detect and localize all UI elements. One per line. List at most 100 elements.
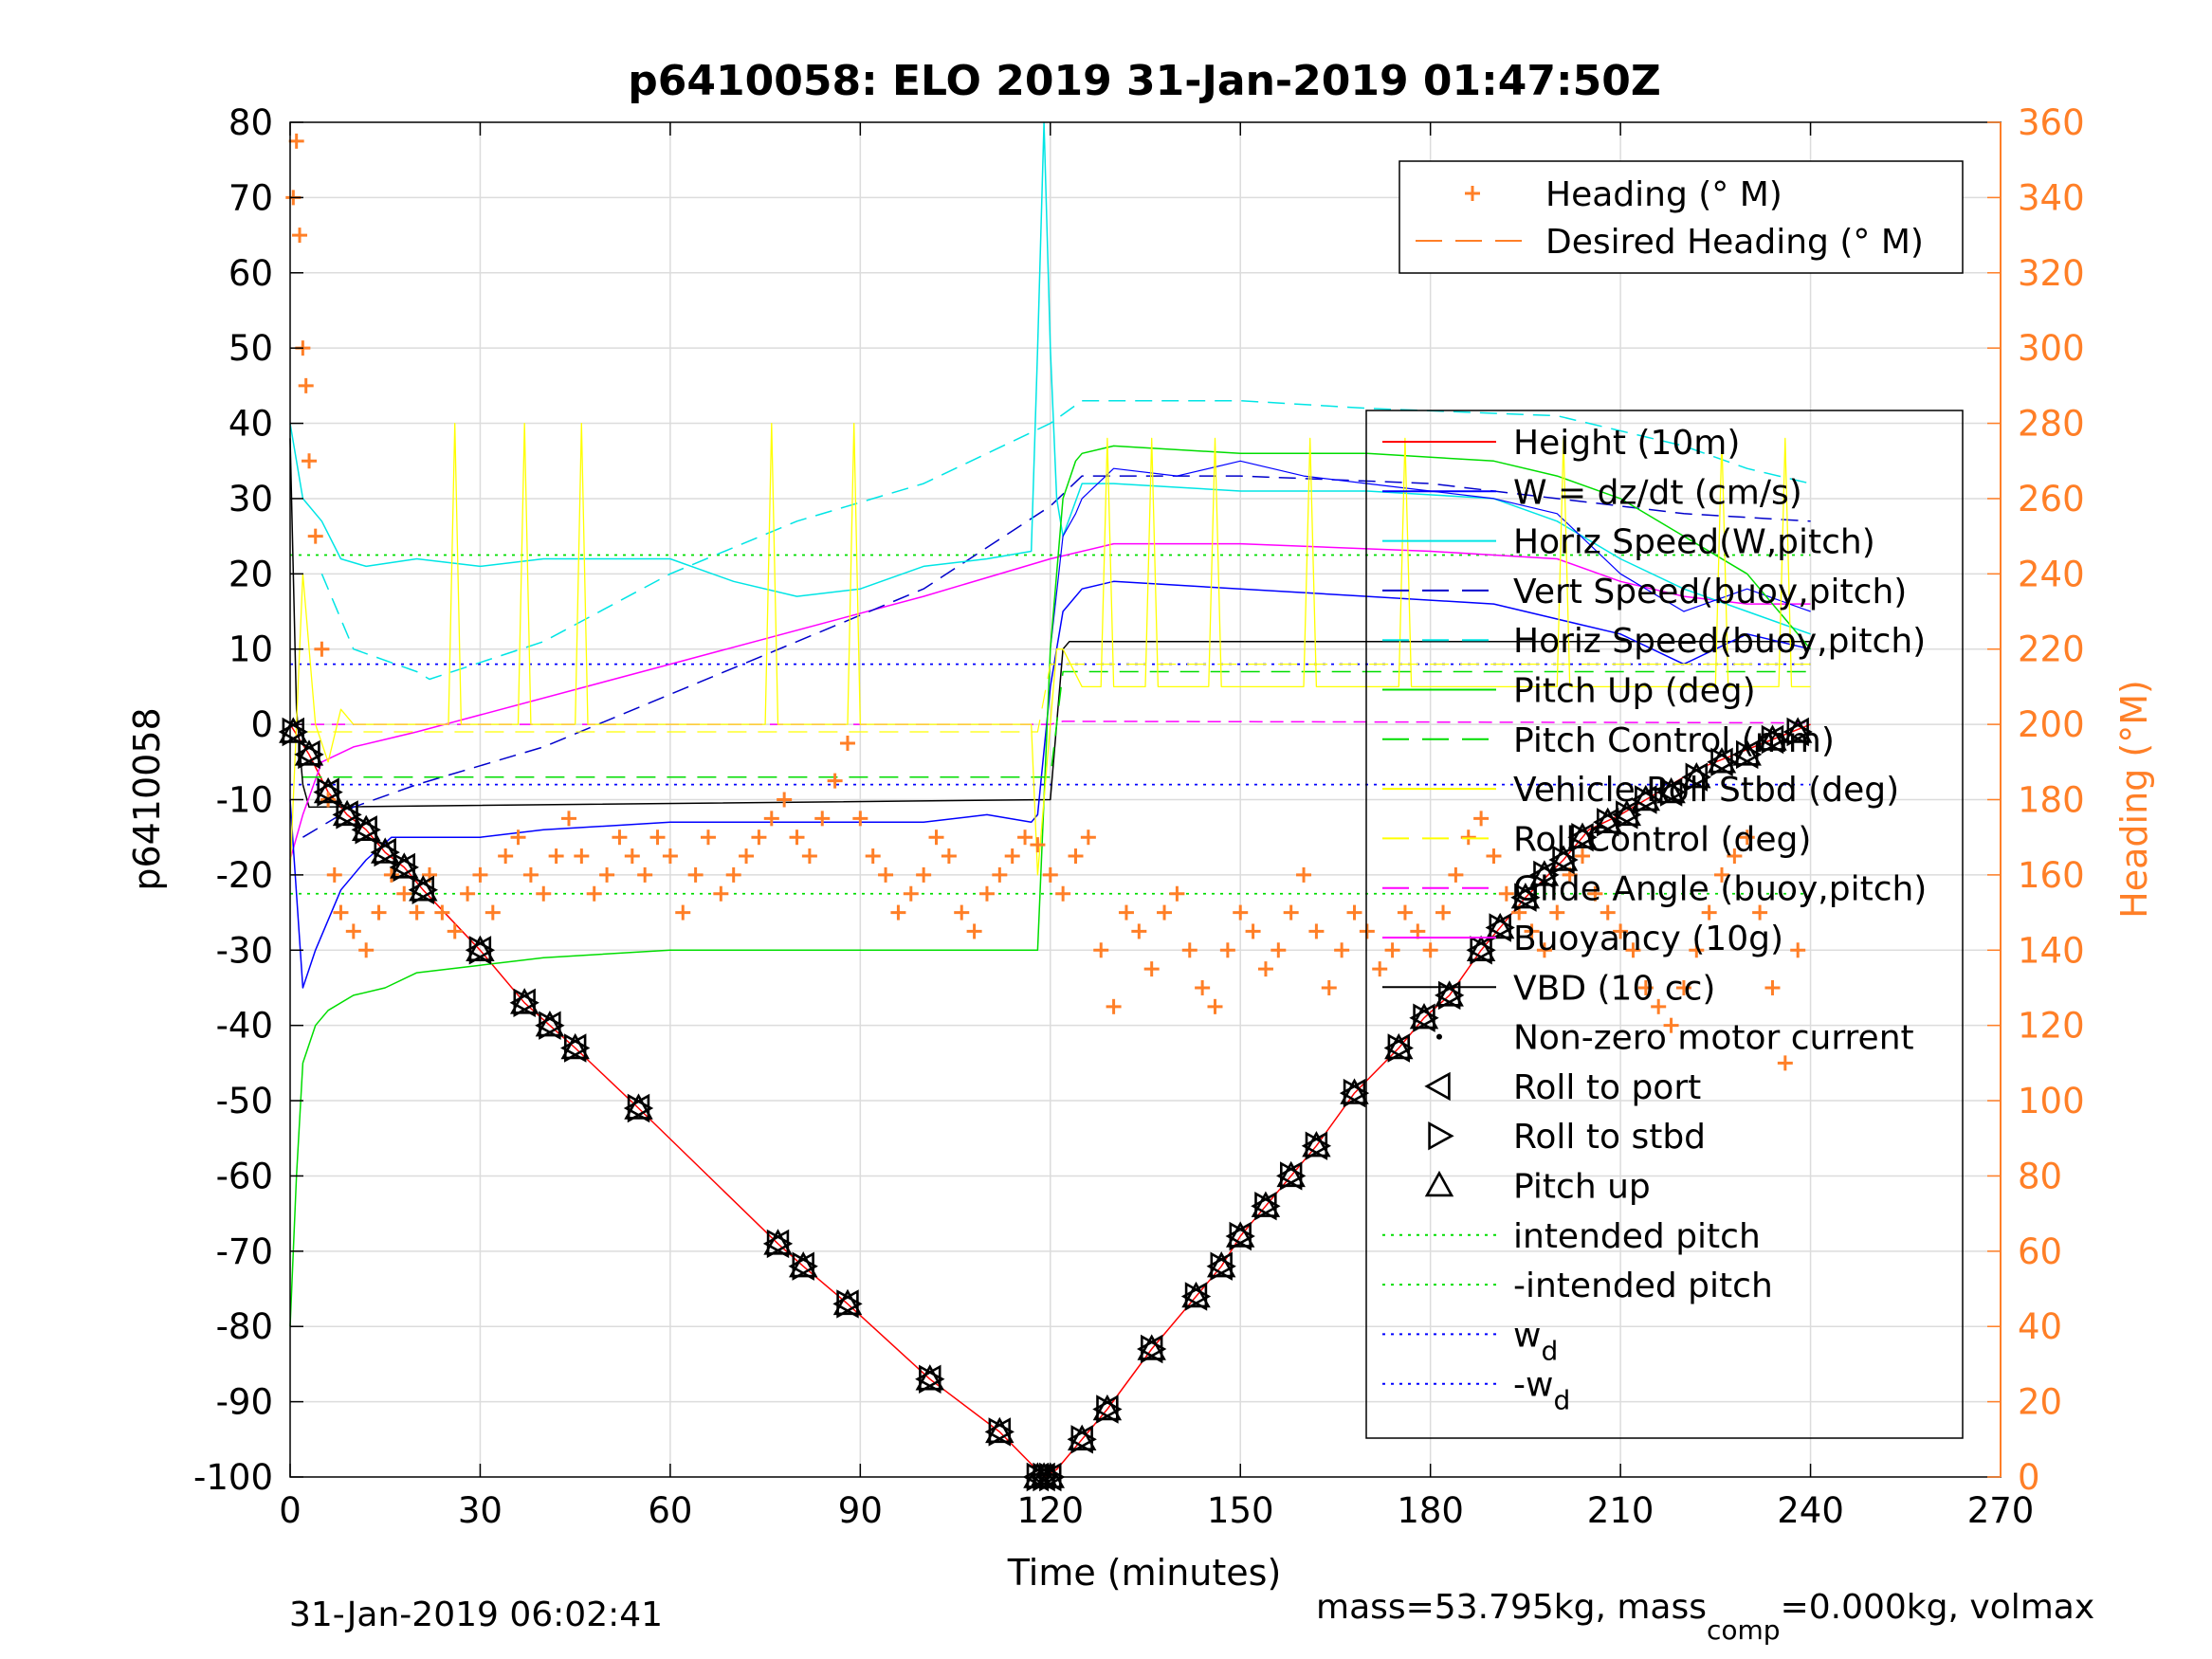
heading-point (314, 641, 330, 657)
y-tick-label: -10 (216, 780, 273, 821)
event-marker (832, 1288, 863, 1319)
event-marker (1707, 747, 1737, 777)
heading-point (865, 848, 881, 865)
y2-tick-label: 60 (2018, 1231, 2062, 1272)
legend-label: intended pitch (1513, 1217, 1761, 1256)
pitch-up-marker (1340, 1078, 1369, 1104)
heading-point (460, 885, 476, 902)
legend-label: Roll to stbd (1513, 1118, 1706, 1157)
roll-stbd-marker (393, 852, 419, 883)
y2-axis-ticks: 3603403203002802602402202001801601401201… (1987, 102, 2085, 1498)
heading-point (612, 830, 628, 846)
y-tick-label: 30 (229, 479, 273, 520)
y2-tick-label: 0 (2018, 1457, 2040, 1498)
event-marker (1485, 912, 1515, 942)
heading-point (903, 885, 919, 902)
heading-point (916, 866, 932, 883)
y-tick-label: 60 (229, 253, 273, 294)
y-tick-label: 40 (229, 404, 273, 445)
heading-point (333, 904, 349, 921)
heading-point (1790, 942, 1806, 958)
heading-point (1752, 904, 1768, 921)
heading-point (586, 885, 602, 902)
heading-point (510, 830, 526, 846)
event-marker (762, 1229, 794, 1259)
legend-label-text: Pitch up (1513, 1168, 1651, 1207)
legend-label-text: Pitch Up (deg) (1513, 672, 1756, 711)
heading-point (1118, 904, 1134, 921)
event-marker (278, 717, 308, 747)
legend-label: Pitch up (1513, 1168, 1651, 1207)
y-tick-label: -40 (216, 1006, 273, 1047)
heading-point (1486, 848, 1502, 865)
roll-stbd-marker (1280, 1161, 1307, 1191)
legend-label: Glide Angle (buoy,pitch) (1513, 870, 1927, 909)
y-tick-label: -30 (216, 930, 273, 971)
roll-stbd-marker (1141, 1334, 1167, 1364)
event-marker (1301, 1131, 1332, 1160)
heading-point (1181, 942, 1197, 958)
heading-point (396, 885, 412, 902)
heading-point (827, 773, 843, 789)
y2-tick-label: 180 (2018, 780, 2085, 821)
pitch-up-marker (1276, 1160, 1306, 1188)
heading-point (447, 923, 463, 939)
roll-stbd-marker (1096, 1395, 1123, 1424)
y-tick-label: -80 (216, 1306, 273, 1347)
pitch-up-marker (1758, 724, 1787, 751)
heading-point (814, 811, 831, 827)
pitch-up-marker (1631, 784, 1661, 811)
heading-points (285, 133, 1806, 1071)
pitch-up-marker (1206, 1251, 1236, 1278)
footer-mass-sub: comp (1707, 1614, 1781, 1646)
y-tick-label: -90 (216, 1382, 273, 1423)
y-tick-label: -100 (193, 1457, 273, 1498)
y2-tick-label: 240 (2018, 554, 2085, 594)
heading-point (1625, 942, 1641, 958)
footer-timestamp: 31-Jan-2019 06:02:41 (289, 1595, 663, 1634)
event-marker (1435, 980, 1465, 1011)
legend-sample (1428, 1121, 1454, 1151)
legend-label-text: Roll to port (1513, 1068, 1701, 1107)
legend-entry: -intended pitch (1382, 1267, 1773, 1305)
pitch-up-marker (832, 1288, 863, 1316)
y2-tick-label: 20 (2018, 1382, 2062, 1423)
roll-stbd-marker (1635, 785, 1661, 814)
roll-stbd-marker (468, 936, 496, 965)
heading-point (1157, 904, 1173, 921)
heading-point (326, 866, 342, 883)
y-tick-label: -60 (216, 1156, 273, 1196)
y-tick-label: 50 (229, 328, 273, 369)
heading-point (1473, 811, 1490, 827)
event-marker (1782, 717, 1813, 747)
pitch-up-marker (788, 1251, 818, 1278)
heading-point (522, 866, 539, 883)
heading-point (890, 904, 906, 921)
roll-stbd-marker (1438, 980, 1465, 1011)
event-marker (1510, 883, 1541, 912)
x-axis-label: Time (minutes) (1007, 1552, 1282, 1594)
y-tick-label: 10 (229, 629, 273, 670)
heading-point (434, 904, 450, 921)
legend-entry: Non-zero motor current (1436, 1019, 1914, 1058)
y2-axis-label: Heading (°M) (2113, 680, 2155, 919)
y-tick-label: -20 (216, 855, 273, 896)
heading-point (700, 830, 716, 846)
heading-point (574, 848, 590, 865)
heading-point (978, 885, 995, 902)
x-axis-ticks: 0 30 60 90 120 150 180 210 240 270 (279, 122, 2034, 1531)
roll-stbd-marker (1343, 1078, 1370, 1108)
y2-tick-label: 340 (2018, 177, 2085, 218)
roll-stbd-marker (282, 717, 308, 747)
series-line (320, 399, 1811, 681)
heading-point (1219, 942, 1235, 958)
roll-stbd-marker (792, 1251, 818, 1281)
legend-entry: Roll to stbd (1428, 1118, 1706, 1157)
heading-point (966, 923, 982, 939)
heading-point (560, 811, 576, 827)
heading-point (1637, 979, 1654, 995)
heading-point (1106, 998, 1122, 1014)
pitch-up-marker (915, 1364, 945, 1391)
y-tick-label: -70 (216, 1231, 273, 1272)
heading-point (992, 866, 1008, 883)
